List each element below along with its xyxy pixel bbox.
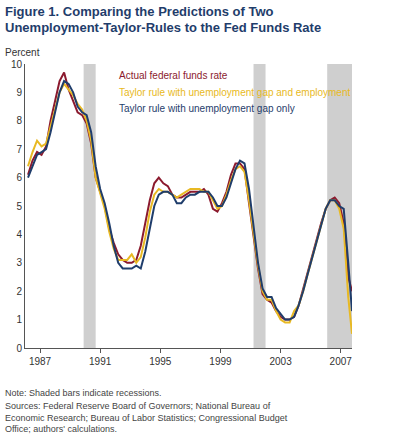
svg-text:Actual federal funds rate: Actual federal funds rate <box>119 70 228 81</box>
svg-text:6: 6 <box>16 172 22 183</box>
svg-text:9: 9 <box>16 87 22 98</box>
svg-text:2007: 2007 <box>330 356 353 367</box>
svg-text:Note: Shaded bars indicate rec: Note: Shaded bars indicate recessions. <box>5 388 162 398</box>
svg-text:1: 1 <box>16 314 22 325</box>
svg-text:Percent: Percent <box>5 47 40 58</box>
svg-text:3: 3 <box>16 257 22 268</box>
svg-text:2: 2 <box>16 286 22 297</box>
svg-text:8: 8 <box>16 115 22 126</box>
svg-text:1999: 1999 <box>209 356 232 367</box>
svg-text:0: 0 <box>16 343 22 354</box>
svg-text:10: 10 <box>11 59 23 70</box>
svg-text:1991: 1991 <box>89 356 112 367</box>
svg-text:5: 5 <box>16 201 22 212</box>
svg-text:Taylor rule with unemployment: Taylor rule with unemployment gap and em… <box>119 87 350 98</box>
svg-text:1995: 1995 <box>149 356 172 367</box>
svg-text:Taylor rule with unemployment: Taylor rule with unemployment gap only <box>119 103 295 114</box>
svg-text:4: 4 <box>16 229 22 240</box>
svg-text:Sources: Federal Reserve Board: Sources: Federal Reserve Board of Govern… <box>5 401 288 434</box>
svg-text:Figure 1. Comparing the Predic: Figure 1. Comparing the Predictions of T… <box>5 4 321 36</box>
svg-text:7: 7 <box>16 144 22 155</box>
svg-text:2003: 2003 <box>269 356 292 367</box>
svg-text:1987: 1987 <box>29 356 52 367</box>
